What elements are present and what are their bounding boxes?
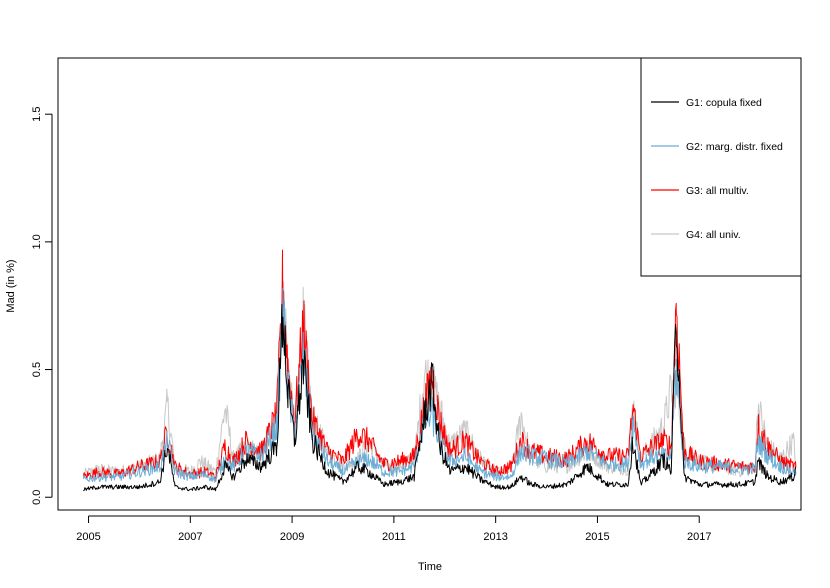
y-tick-label: 1.0	[31, 234, 43, 249]
legend-label-3: G3: all multiv.	[686, 185, 749, 197]
legend-box	[640, 57, 802, 277]
x-tick-label: 2015	[585, 531, 609, 543]
plot-frame	[57, 57, 802, 511]
x-tick-label: 2017	[687, 531, 711, 543]
legend-label-4: G4: all univ.	[686, 229, 741, 241]
x-tick-label: 2011	[382, 531, 406, 543]
x-axis: 2005 2007 2009 2011 2013 2015 2017	[76, 515, 711, 543]
x-tick-label: 2009	[280, 531, 304, 543]
y-tick-label: 0.0	[31, 490, 43, 505]
x-tick-label: 2013	[483, 531, 507, 543]
legend-label-2: G2: marg. distr. fixed	[686, 141, 783, 153]
legend: G1: copula fixed G2: marg. distr. fixed G3…	[640, 57, 802, 277]
series-line-3	[82, 288, 797, 483]
y-tick-label: 1.5	[31, 107, 43, 122]
y-axis-label: Mad (in %)	[5, 259, 17, 312]
x-tick-label: 2005	[76, 531, 100, 543]
legend-label-1: G1: copula fixed	[686, 97, 762, 109]
x-tick-label: 2007	[178, 531, 202, 543]
series-line-4	[83, 303, 797, 492]
y-tick-label: 0.5	[31, 362, 43, 377]
y-axis: 0.0 0.5 1.0 1.5	[31, 107, 53, 505]
series-layer	[82, 249, 797, 492]
x-axis-label: Time	[418, 561, 442, 573]
